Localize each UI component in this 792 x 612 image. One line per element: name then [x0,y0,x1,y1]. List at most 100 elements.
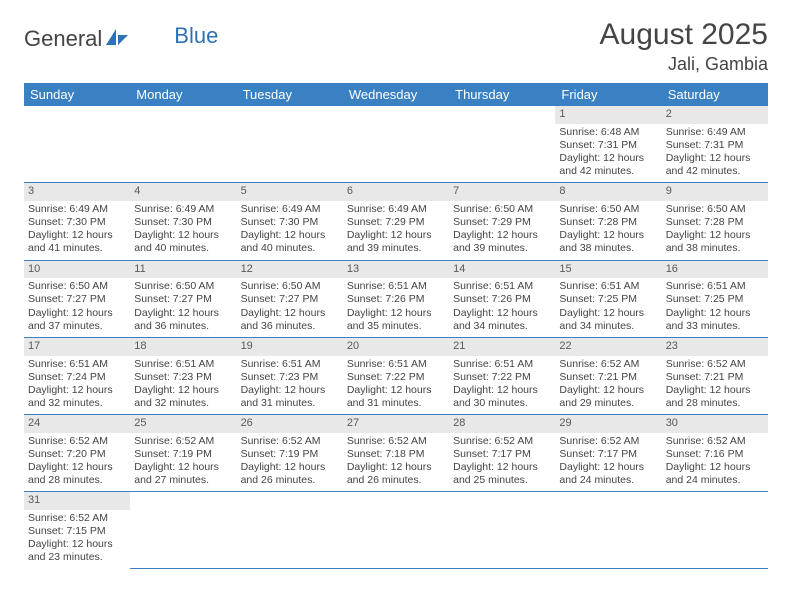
sunrise-text: Sunrise: 6:51 AM [666,280,764,293]
sunrise-text: Sunrise: 6:52 AM [134,435,232,448]
calendar-row: 31Sunrise: 6:52 AMSunset: 7:15 PMDayligh… [24,492,768,569]
calendar-cell: 30Sunrise: 6:52 AMSunset: 7:16 PMDayligh… [662,415,768,492]
calendar-cell: 12Sunrise: 6:50 AMSunset: 7:27 PMDayligh… [237,260,343,337]
day-number: 1 [555,106,661,124]
logo-text-general: General [24,26,102,52]
sunset-text: Sunset: 7:18 PM [347,448,445,461]
sunrise-text: Sunrise: 6:51 AM [453,280,551,293]
day-number: 20 [343,338,449,356]
calendar-cell: 21Sunrise: 6:51 AMSunset: 7:22 PMDayligh… [449,337,555,414]
day-details: Sunrise: 6:51 AMSunset: 7:24 PMDaylight:… [24,356,130,415]
sunset-text: Sunset: 7:26 PM [453,293,551,306]
day-number: 19 [237,338,343,356]
daylight-text: Daylight: 12 hours and 24 minutes. [559,461,657,487]
sunrise-text: Sunrise: 6:52 AM [28,512,126,525]
calendar-row: 3Sunrise: 6:49 AMSunset: 7:30 PMDaylight… [24,183,768,260]
calendar-cell: 1Sunrise: 6:48 AMSunset: 7:31 PMDaylight… [555,106,661,183]
sunset-text: Sunset: 7:23 PM [241,371,339,384]
daylight-text: Daylight: 12 hours and 36 minutes. [241,307,339,333]
sunrise-text: Sunrise: 6:51 AM [347,280,445,293]
day-details: Sunrise: 6:51 AMSunset: 7:23 PMDaylight:… [237,356,343,415]
daylight-text: Daylight: 12 hours and 29 minutes. [559,384,657,410]
day-number: 4 [130,183,236,201]
daylight-text: Daylight: 12 hours and 23 minutes. [28,538,126,564]
sunrise-text: Sunrise: 6:51 AM [453,358,551,371]
daylight-text: Daylight: 12 hours and 36 minutes. [134,307,232,333]
sunrise-text: Sunrise: 6:52 AM [28,435,126,448]
weekday-header-row: Sunday Monday Tuesday Wednesday Thursday… [24,83,768,106]
day-details: Sunrise: 6:49 AMSunset: 7:30 PMDaylight:… [130,201,236,260]
day-number: 21 [449,338,555,356]
sunrise-text: Sunrise: 6:49 AM [347,203,445,216]
sunrise-text: Sunrise: 6:51 AM [241,358,339,371]
daylight-text: Daylight: 12 hours and 28 minutes. [28,461,126,487]
daylight-text: Daylight: 12 hours and 32 minutes. [134,384,232,410]
sunset-text: Sunset: 7:23 PM [134,371,232,384]
day-details: Sunrise: 6:50 AMSunset: 7:27 PMDaylight:… [24,278,130,337]
day-number: 7 [449,183,555,201]
day-details: Sunrise: 6:52 AMSunset: 7:16 PMDaylight:… [662,433,768,492]
sunrise-text: Sunrise: 6:52 AM [666,358,764,371]
calendar-cell [130,106,236,183]
sunset-text: Sunset: 7:30 PM [28,216,126,229]
day-details: Sunrise: 6:50 AMSunset: 7:29 PMDaylight:… [449,201,555,260]
sunset-text: Sunset: 7:19 PM [134,448,232,461]
sunrise-text: Sunrise: 6:52 AM [347,435,445,448]
calendar-cell: 15Sunrise: 6:51 AMSunset: 7:25 PMDayligh… [555,260,661,337]
sunset-text: Sunset: 7:25 PM [666,293,764,306]
daylight-text: Daylight: 12 hours and 42 minutes. [559,152,657,178]
calendar-cell: 16Sunrise: 6:51 AMSunset: 7:25 PMDayligh… [662,260,768,337]
daylight-text: Daylight: 12 hours and 24 minutes. [666,461,764,487]
calendar-cell: 19Sunrise: 6:51 AMSunset: 7:23 PMDayligh… [237,337,343,414]
day-number: 29 [555,415,661,433]
day-number: 26 [237,415,343,433]
sunset-text: Sunset: 7:25 PM [559,293,657,306]
calendar-cell: 18Sunrise: 6:51 AMSunset: 7:23 PMDayligh… [130,337,236,414]
daylight-text: Daylight: 12 hours and 31 minutes. [347,384,445,410]
calendar-cell: 8Sunrise: 6:50 AMSunset: 7:28 PMDaylight… [555,183,661,260]
sunset-text: Sunset: 7:21 PM [666,371,764,384]
day-number: 17 [24,338,130,356]
day-details: Sunrise: 6:50 AMSunset: 7:28 PMDaylight:… [662,201,768,260]
sunset-text: Sunset: 7:20 PM [28,448,126,461]
day-number: 10 [24,261,130,279]
daylight-text: Daylight: 12 hours and 34 minutes. [559,307,657,333]
day-details: Sunrise: 6:52 AMSunset: 7:20 PMDaylight:… [24,433,130,492]
sunset-text: Sunset: 7:27 PM [241,293,339,306]
day-number: 13 [343,261,449,279]
sunset-text: Sunset: 7:28 PM [666,216,764,229]
calendar-cell [555,492,661,569]
day-details: Sunrise: 6:49 AMSunset: 7:30 PMDaylight:… [237,201,343,260]
daylight-text: Daylight: 12 hours and 26 minutes. [241,461,339,487]
calendar-cell: 14Sunrise: 6:51 AMSunset: 7:26 PMDayligh… [449,260,555,337]
calendar-cell [343,492,449,569]
sunset-text: Sunset: 7:30 PM [241,216,339,229]
day-details: Sunrise: 6:49 AMSunset: 7:29 PMDaylight:… [343,201,449,260]
sunset-text: Sunset: 7:22 PM [347,371,445,384]
calendar-cell: 2Sunrise: 6:49 AMSunset: 7:31 PMDaylight… [662,106,768,183]
sunrise-text: Sunrise: 6:50 AM [241,280,339,293]
logo: General Blue [24,26,218,52]
day-details: Sunrise: 6:52 AMSunset: 7:17 PMDaylight:… [555,433,661,492]
day-number: 15 [555,261,661,279]
day-details: Sunrise: 6:52 AMSunset: 7:15 PMDaylight:… [24,510,130,569]
calendar-cell [662,492,768,569]
sunrise-text: Sunrise: 6:50 AM [28,280,126,293]
logo-text-blue: Blue [174,23,218,49]
day-details: Sunrise: 6:50 AMSunset: 7:27 PMDaylight:… [237,278,343,337]
sunset-text: Sunset: 7:15 PM [28,525,126,538]
day-details: Sunrise: 6:49 AMSunset: 7:31 PMDaylight:… [662,124,768,183]
day-details: Sunrise: 6:52 AMSunset: 7:19 PMDaylight:… [130,433,236,492]
day-details: Sunrise: 6:52 AMSunset: 7:19 PMDaylight:… [237,433,343,492]
sunset-text: Sunset: 7:17 PM [559,448,657,461]
day-number: 5 [237,183,343,201]
day-details: Sunrise: 6:51 AMSunset: 7:25 PMDaylight:… [662,278,768,337]
sunrise-text: Sunrise: 6:52 AM [559,358,657,371]
sunset-text: Sunset: 7:31 PM [559,139,657,152]
day-number: 14 [449,261,555,279]
calendar-body: 1Sunrise: 6:48 AMSunset: 7:31 PMDaylight… [24,106,768,569]
page-title: August 2025 [600,18,768,52]
sunset-text: Sunset: 7:31 PM [666,139,764,152]
daylight-text: Daylight: 12 hours and 33 minutes. [666,307,764,333]
calendar-row: 24Sunrise: 6:52 AMSunset: 7:20 PMDayligh… [24,415,768,492]
